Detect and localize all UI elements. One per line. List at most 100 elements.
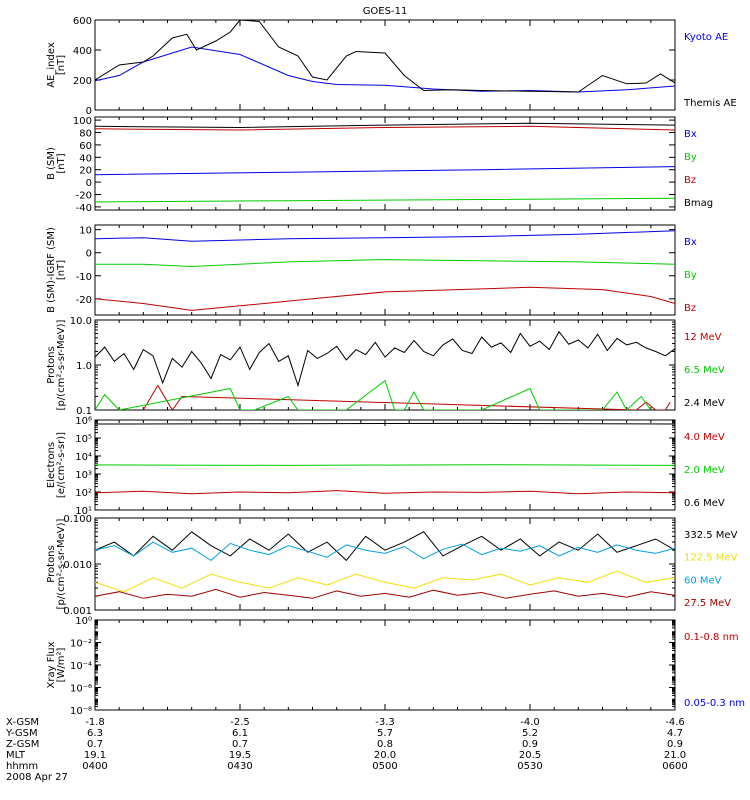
y-tick-label: 10² bbox=[75, 488, 92, 499]
axis-row-value: -3.3 bbox=[375, 717, 395, 728]
panel-6: 0.001 0.010 0.100 Protons [p/(cm²-s-sr-MeV)]… bbox=[46, 514, 738, 617]
y-axis-label: [nT] bbox=[56, 153, 67, 173]
legend-bmag: Bmag bbox=[684, 198, 713, 209]
y-tick-label: 100 bbox=[73, 116, 92, 127]
series-line-2-0-mev bbox=[95, 464, 675, 466]
legend-6-5-mev: 6.5 MeV bbox=[684, 365, 725, 376]
series-line-332-5-mev bbox=[95, 531, 675, 562]
axis-row-value: 0.9 bbox=[667, 739, 683, 750]
series-line-4-0-mev bbox=[95, 490, 675, 495]
series-line-bmag bbox=[95, 122, 675, 129]
y-tick-label: 0.1 bbox=[76, 406, 92, 417]
axis-date: 2008 Apr 27 bbox=[6, 772, 68, 783]
legend-12-mev: 12 MeV bbox=[684, 332, 722, 343]
legend-0-1-0-8-nm: 0.1-0.8 nm bbox=[684, 632, 739, 643]
y-tick-label: 10³ bbox=[75, 470, 92, 481]
y-tick-label: 1.0 bbox=[76, 361, 92, 372]
plot-title: GOES-11 bbox=[363, 6, 408, 17]
axis-row-value: 0.8 bbox=[377, 739, 393, 750]
axis-row-value: 0.7 bbox=[87, 739, 103, 750]
axis-row-label: MLT bbox=[6, 750, 26, 761]
y-tick-label: 10⁻⁴ bbox=[70, 661, 92, 672]
y-tick-label: 0.010 bbox=[63, 560, 92, 571]
series-line-122-5-mev bbox=[95, 570, 675, 593]
panel-7: 10⁻⁸ 10⁻⁶ 10⁻⁴ 10⁻² 10⁰ Xray Flux [W/m²] 0.1-0.… bbox=[46, 616, 745, 717]
y-tick-label: -40 bbox=[76, 203, 92, 214]
series-line-bz bbox=[95, 125, 675, 131]
legend-bz: Bz bbox=[684, 303, 696, 314]
legend-bx: Bx bbox=[684, 237, 697, 248]
axis-row-value: -1.8 bbox=[85, 717, 105, 728]
y-tick-label: 600 bbox=[73, 16, 92, 27]
legend-60-mev: 60 MeV bbox=[684, 575, 722, 586]
legend-0-6-mev: 0.6 MeV bbox=[684, 498, 725, 509]
axis-row-value: 0600 bbox=[662, 761, 687, 772]
y-tick-label: 10⁰ bbox=[75, 616, 92, 627]
axis-row-value: 0.7 bbox=[232, 739, 248, 750]
y-axis-label: [W/m²] bbox=[56, 647, 67, 682]
y-axis-label: [nT] bbox=[56, 55, 67, 75]
y-axis-label: Protons bbox=[46, 545, 57, 582]
y-tick-label: 0.100 bbox=[63, 514, 92, 525]
legend-by: By bbox=[684, 270, 697, 281]
panel-frame bbox=[94, 19, 676, 111]
y-tick-label: 20 bbox=[79, 166, 92, 177]
panel-4: 0.1 1.0 10.0 Protons [p/(cm²-s-sr-MeV)] 12 Me… bbox=[46, 316, 725, 417]
series-line-bx bbox=[95, 166, 675, 176]
panel-frame bbox=[94, 224, 676, 316]
y-axis-label: [p/(cm²-s-sr-MeV)] bbox=[56, 319, 67, 410]
axis-row-value: 6.3 bbox=[87, 728, 103, 739]
series-line-0-6-mev bbox=[95, 422, 675, 425]
axis-row-value: 0500 bbox=[372, 761, 397, 772]
axis-row-label: Z-GSM bbox=[6, 739, 39, 750]
y-tick-label: 60 bbox=[79, 141, 92, 152]
legend-332-5-mev: 332.5 MeV bbox=[684, 530, 738, 541]
y-axis-label: B (SM) bbox=[46, 147, 57, 180]
axis-row-value: -4.0 bbox=[520, 717, 540, 728]
series-line-themis-ae bbox=[95, 20, 675, 93]
y-tick-label: 10⁴ bbox=[75, 452, 92, 463]
series-line-60-mev bbox=[95, 541, 675, 562]
panel-3: -20 -10 0 10 B (SM)-IGRF (SM) [nT] Bx By Bz bbox=[46, 224, 697, 316]
panel-frame bbox=[94, 619, 676, 711]
legend-kyoto-ae: Kyoto AE bbox=[684, 32, 728, 43]
y-tick-label: 10⁻⁶ bbox=[70, 684, 92, 695]
y-axis-label: [e/(cm²-s-sr)] bbox=[56, 432, 67, 498]
axis-row-value: -4.6 bbox=[665, 717, 685, 728]
y-tick-label: 10 bbox=[79, 226, 92, 237]
y-tick-label: 10⁶ bbox=[75, 416, 92, 427]
y-tick-label: 0.001 bbox=[63, 606, 92, 617]
legend-27-5-mev: 27.5 MeV bbox=[684, 598, 731, 609]
y-axis-label: B (SM)-IGRF (SM) bbox=[46, 227, 57, 313]
legend-bz: Bz bbox=[684, 175, 696, 186]
y-tick-label: 10⁵ bbox=[75, 434, 92, 445]
axis-row-value: 0400 bbox=[82, 761, 107, 772]
y-axis-label: Xray Flux bbox=[46, 641, 57, 688]
axis-row-value: 20.5 bbox=[519, 750, 541, 761]
y-tick-label: 10.0 bbox=[70, 316, 92, 327]
axis-row-value: 0530 bbox=[517, 761, 542, 772]
y-tick-label: 10⁻⁸ bbox=[70, 706, 92, 717]
y-tick-label: 400 bbox=[73, 46, 92, 57]
y-axis-label: [p/(cm²-s-sr-MeV)] bbox=[56, 518, 67, 609]
panel-frame bbox=[94, 517, 676, 611]
series-line-12-mev bbox=[142, 384, 671, 410]
legend-4-0-mev: 4.0 MeV bbox=[684, 432, 725, 443]
time-axis-table: X-GSM -1.8 -2.5 -3.3 -4.0 -4.6 Y-GSM 6.3 6.1 5.7 5… bbox=[5, 717, 688, 783]
series-line-6-5-mev bbox=[95, 379, 652, 410]
legend-by: By bbox=[684, 152, 697, 163]
axis-row-value: 21.0 bbox=[664, 750, 686, 761]
panel-frame bbox=[94, 116, 676, 211]
axis-row-value: -2.5 bbox=[230, 717, 250, 728]
axis-row-value: 19.5 bbox=[229, 750, 251, 761]
legend-2-0-mev: 2.0 MeV bbox=[684, 465, 725, 476]
y-tick-label: 0 bbox=[86, 249, 92, 260]
y-axis-label: [nT] bbox=[56, 260, 67, 280]
series-line-2-4-mev bbox=[95, 330, 675, 388]
y-tick-label: -20 bbox=[76, 295, 92, 306]
legend-themis-ae: Themis AE bbox=[683, 98, 737, 109]
axis-row-value: 0.9 bbox=[522, 739, 538, 750]
y-tick-label: 80 bbox=[79, 129, 92, 140]
